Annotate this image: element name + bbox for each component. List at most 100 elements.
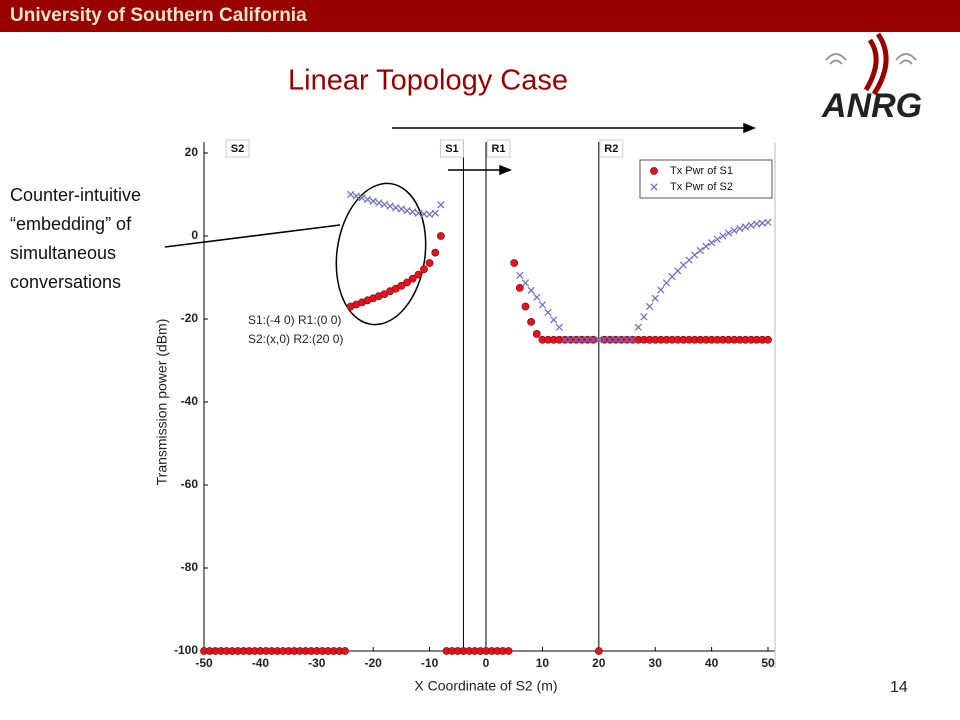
point — [662, 279, 671, 287]
logo-swoosh — [863, 32, 889, 96]
point — [657, 286, 665, 294]
point — [420, 210, 428, 218]
x-tick-label: 10 — [536, 656, 550, 670]
point — [527, 286, 535, 294]
point — [566, 336, 575, 344]
legend-box — [639, 159, 773, 199]
point — [538, 301, 547, 309]
point — [645, 302, 654, 311]
point — [730, 226, 738, 235]
point — [397, 205, 406, 213]
point — [696, 246, 704, 255]
point — [341, 647, 349, 655]
x-tick-label: 30 — [649, 656, 663, 670]
point — [386, 202, 394, 210]
point — [521, 302, 530, 311]
point — [753, 220, 761, 228]
legend-swatch — [650, 183, 658, 191]
logo-wave — [895, 53, 917, 65]
point — [674, 267, 682, 275]
logo — [825, 32, 917, 96]
point — [425, 210, 434, 219]
point — [352, 192, 360, 200]
x-tick-label: -50 — [195, 656, 213, 670]
point — [583, 336, 592, 344]
x-tick-label: -40 — [252, 656, 270, 670]
y-tick-label: -40 — [181, 394, 199, 408]
point — [612, 336, 620, 344]
point — [437, 201, 445, 209]
point — [515, 283, 524, 292]
header-bar — [0, 0, 960, 32]
point — [431, 248, 440, 257]
pointer-line — [164, 224, 341, 248]
slide-title: Linear Topology Case — [288, 65, 568, 97]
point — [617, 336, 625, 344]
point — [702, 242, 710, 250]
point — [758, 219, 766, 227]
point — [629, 336, 637, 344]
point — [595, 336, 603, 344]
arrow-head — [499, 164, 513, 176]
x-tick-label: -20 — [365, 656, 383, 670]
x-tick-label: -30 — [308, 656, 326, 670]
legend-swatch — [650, 167, 658, 175]
x-tick-label: 40 — [705, 656, 719, 670]
point — [589, 336, 597, 344]
point — [436, 232, 445, 240]
point — [640, 313, 648, 321]
point — [707, 239, 716, 247]
logo-text: ANRG — [821, 87, 922, 125]
point — [369, 197, 377, 205]
point — [392, 204, 400, 212]
point — [606, 336, 614, 344]
point — [420, 265, 428, 274]
point — [634, 323, 642, 331]
point — [414, 270, 423, 279]
point — [555, 323, 563, 331]
point — [544, 308, 552, 316]
point — [594, 647, 603, 655]
point — [516, 271, 524, 280]
point — [363, 195, 372, 204]
point — [532, 330, 541, 338]
point — [578, 336, 586, 344]
node-label: R1 — [491, 143, 505, 155]
point — [691, 251, 699, 259]
point — [724, 229, 733, 237]
point — [747, 221, 755, 229]
point — [533, 293, 541, 302]
point — [550, 316, 558, 324]
annotation-line: simultaneous — [10, 243, 116, 263]
point — [510, 259, 519, 267]
annotation-line: conversations — [10, 272, 121, 292]
logo-wave — [825, 53, 847, 65]
point — [403, 207, 411, 215]
node-label-box — [225, 139, 250, 158]
point — [561, 336, 569, 344]
node-label: S2 — [231, 143, 244, 155]
point — [409, 208, 417, 216]
node-label: R2 — [604, 143, 618, 155]
node-label-box — [486, 139, 511, 158]
node-label: S1 — [445, 143, 458, 155]
y-axis-label: Transmission power (dBm) — [154, 319, 170, 486]
point — [719, 232, 727, 240]
point — [600, 336, 609, 344]
point — [521, 279, 530, 287]
page-number: 14 — [890, 679, 908, 696]
point — [741, 223, 750, 231]
point — [431, 209, 439, 217]
x-tick-label: 20 — [592, 656, 606, 670]
point — [736, 224, 744, 233]
legend-label: Tx Pwr of S1 — [670, 165, 733, 177]
annotation: Counter-intuitive “embedding” of simultane… — [10, 185, 141, 292]
point — [425, 259, 434, 267]
x-axis-label: X Coordinate of S2 (m) — [414, 678, 557, 694]
annotation-line: Counter-intuitive — [10, 185, 141, 205]
node-label-box — [599, 139, 624, 158]
point — [380, 200, 389, 209]
point — [358, 194, 366, 202]
